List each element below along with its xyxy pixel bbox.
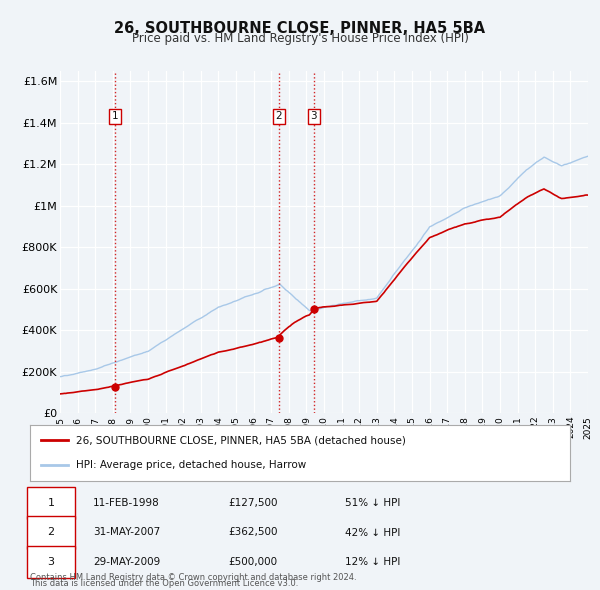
Text: 51% ↓ HPI: 51% ↓ HPI <box>345 498 400 508</box>
Text: Price paid vs. HM Land Registry's House Price Index (HPI): Price paid vs. HM Land Registry's House … <box>131 32 469 45</box>
Text: This data is licensed under the Open Government Licence v3.0.: This data is licensed under the Open Gov… <box>30 579 298 588</box>
Text: 42% ↓ HPI: 42% ↓ HPI <box>345 527 400 537</box>
Text: 31-MAY-2007: 31-MAY-2007 <box>93 527 160 537</box>
Text: £127,500: £127,500 <box>228 498 277 508</box>
Text: 2: 2 <box>47 527 55 537</box>
Text: 3: 3 <box>47 557 55 567</box>
Text: 2: 2 <box>275 112 282 122</box>
Text: 1: 1 <box>47 498 55 508</box>
Text: 29-MAY-2009: 29-MAY-2009 <box>93 557 160 567</box>
Text: 26, SOUTHBOURNE CLOSE, PINNER, HA5 5BA: 26, SOUTHBOURNE CLOSE, PINNER, HA5 5BA <box>115 21 485 35</box>
Text: Contains HM Land Registry data © Crown copyright and database right 2024.: Contains HM Land Registry data © Crown c… <box>30 573 356 582</box>
Text: 12% ↓ HPI: 12% ↓ HPI <box>345 557 400 567</box>
Text: £500,000: £500,000 <box>228 557 277 567</box>
Text: HPI: Average price, detached house, Harrow: HPI: Average price, detached house, Harr… <box>76 460 306 470</box>
Text: 11-FEB-1998: 11-FEB-1998 <box>93 498 160 508</box>
Text: £362,500: £362,500 <box>228 527 277 537</box>
Text: 1: 1 <box>112 112 118 122</box>
Text: 3: 3 <box>310 112 317 122</box>
Text: 26, SOUTHBOURNE CLOSE, PINNER, HA5 5BA (detached house): 26, SOUTHBOURNE CLOSE, PINNER, HA5 5BA (… <box>76 435 406 445</box>
